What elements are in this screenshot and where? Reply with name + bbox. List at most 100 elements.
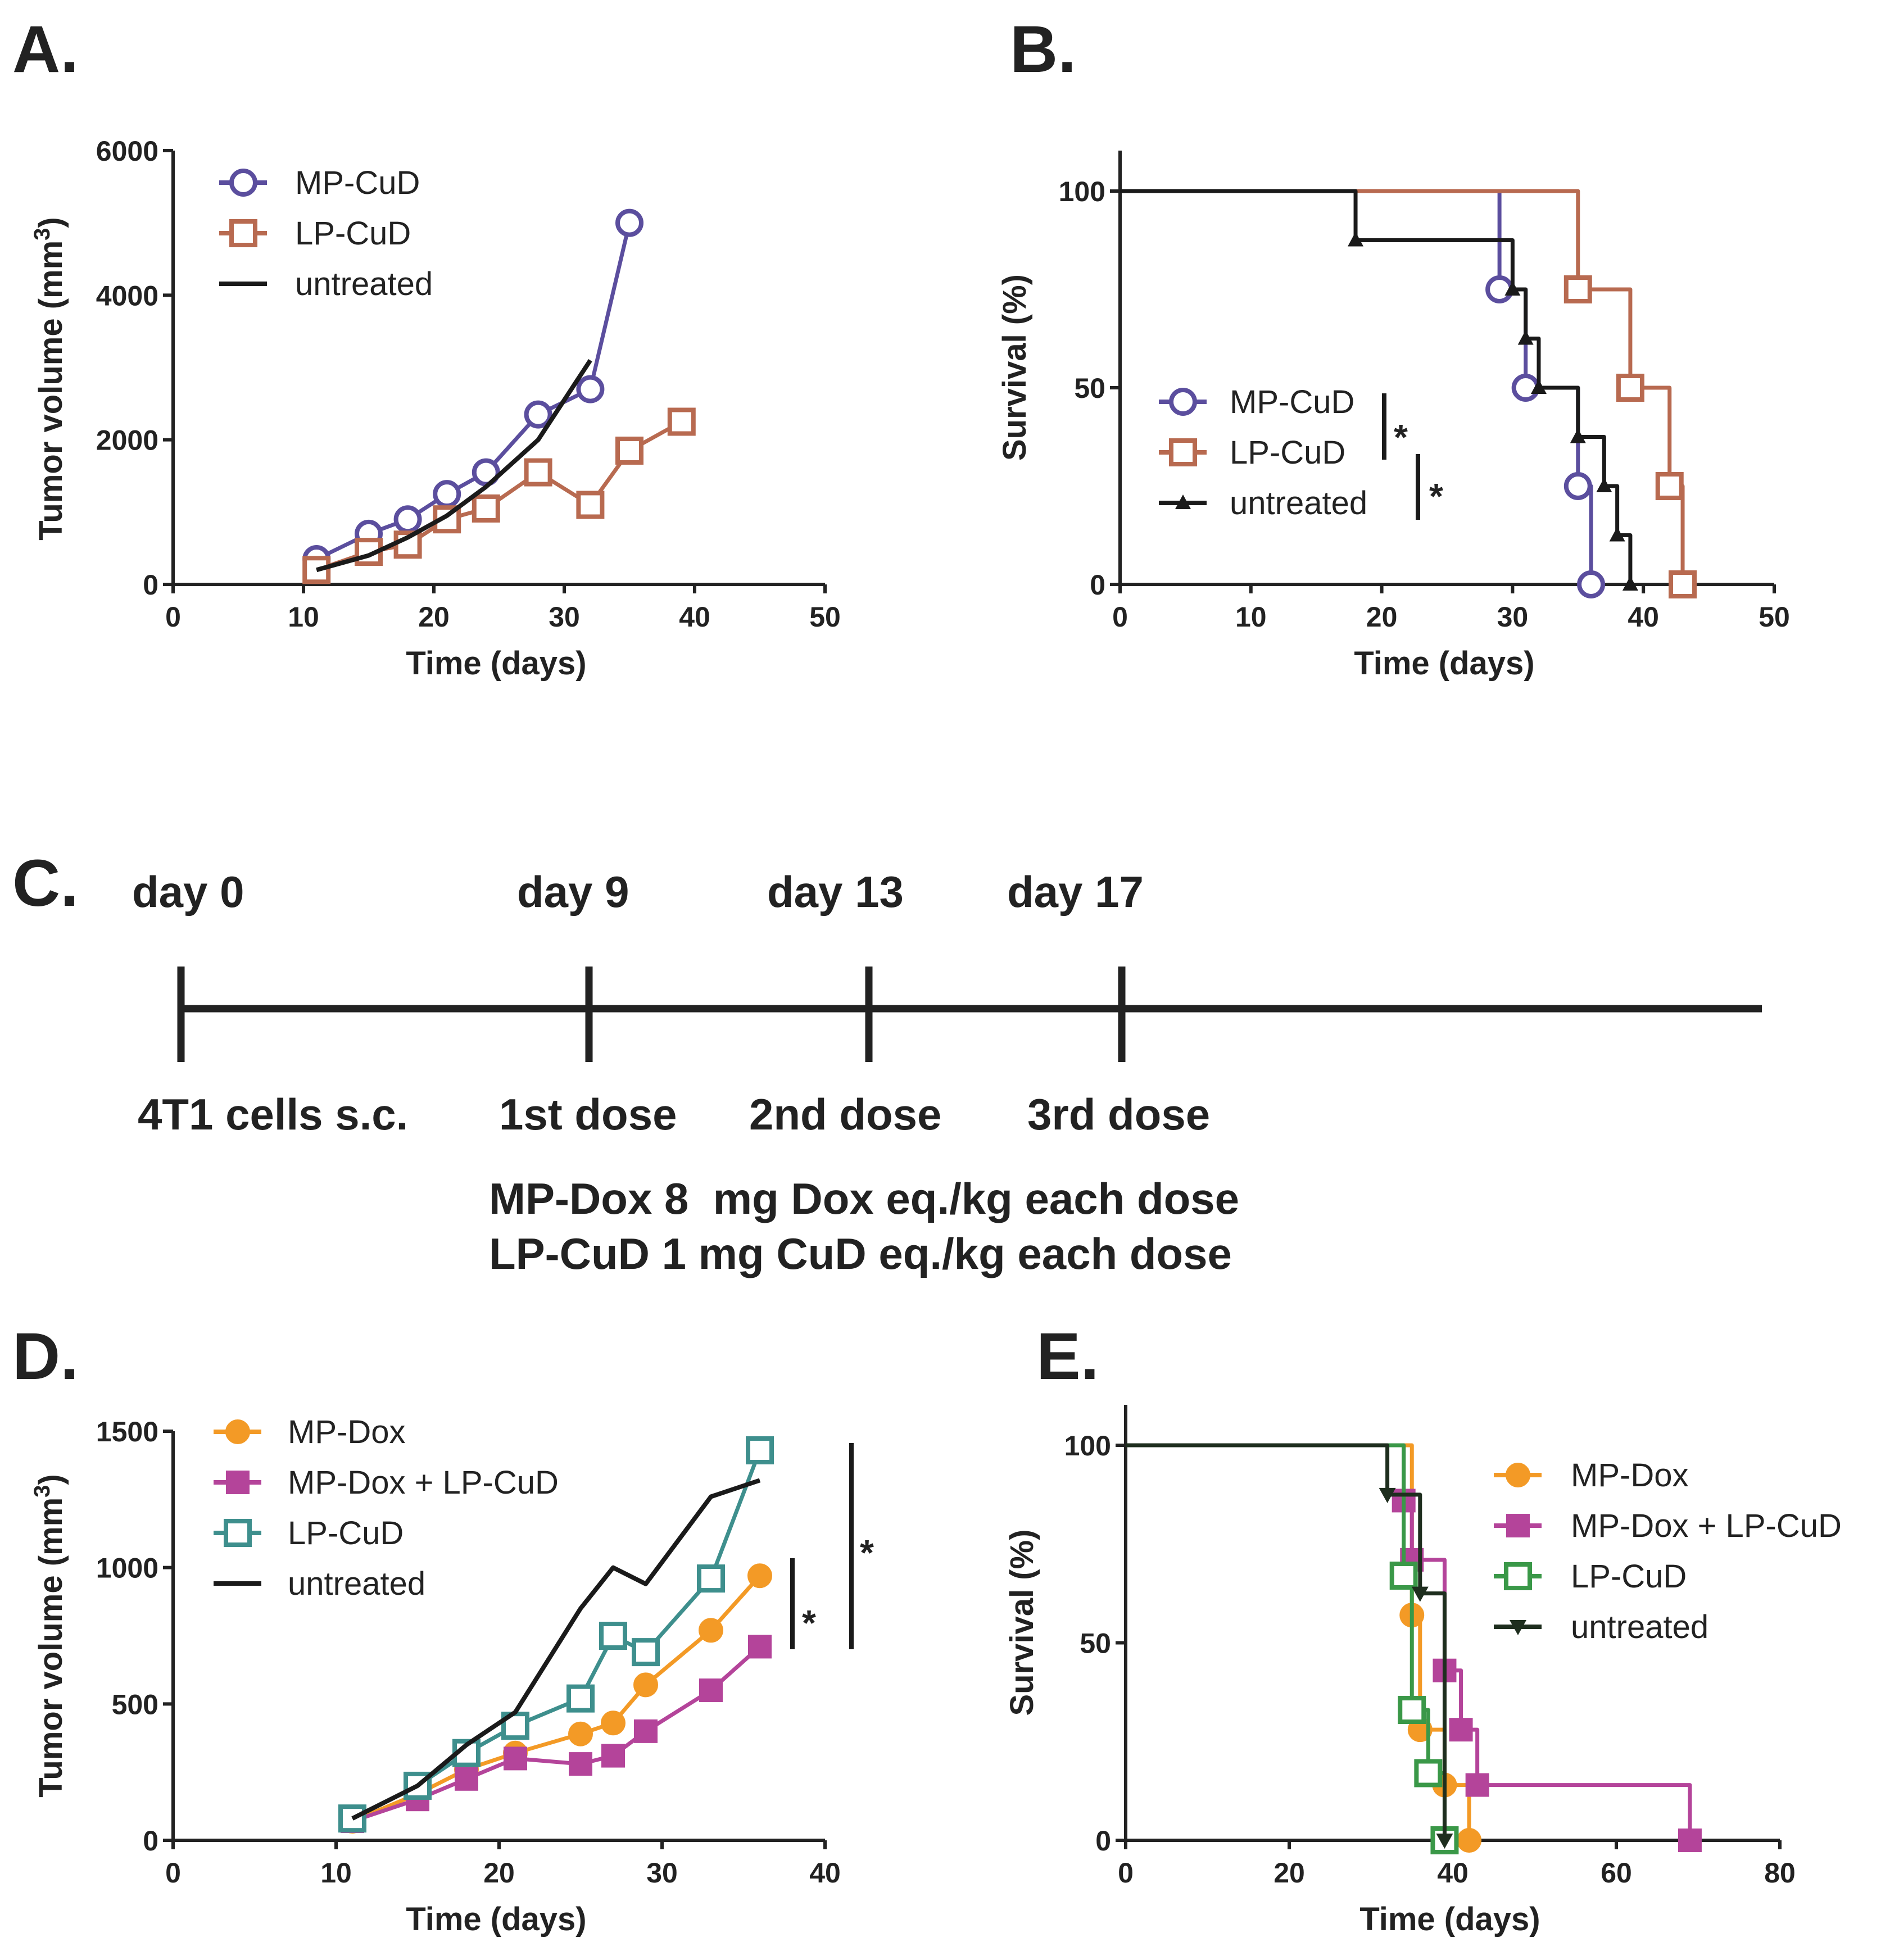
y-tick-label: 0 bbox=[1090, 569, 1105, 601]
data-point bbox=[1622, 576, 1638, 591]
timeline-day-17: day 17 bbox=[1007, 867, 1144, 917]
legend-item: untreated bbox=[219, 266, 433, 302]
x-tick-label: 0 bbox=[165, 1857, 181, 1889]
timeline-note-lp-cud: LP-CuD 1 mg CuD eq./kg each dose bbox=[489, 1229, 1232, 1278]
y-axis-title: Tumor volume (mm3) bbox=[30, 217, 69, 540]
x-tick-label: 50 bbox=[809, 601, 841, 633]
series-untreated bbox=[1120, 189, 1638, 591]
data-point bbox=[1570, 428, 1586, 443]
legend-label: MP-Dox + LP-CuD bbox=[1571, 1508, 1842, 1544]
data-point bbox=[697, 1564, 725, 1593]
timeline-day-9: day 9 bbox=[517, 867, 629, 917]
legend-item: MP-Dox + LP-CuD bbox=[214, 1464, 559, 1501]
legend-label: MP-CuD bbox=[1230, 384, 1354, 420]
y-tick-label: 2000 bbox=[96, 425, 158, 456]
legend-marker bbox=[1169, 438, 1197, 466]
legend-item: MP-CuD bbox=[219, 165, 420, 201]
timeline: day 0 day 9 day 13 day 17 4T1 cells s.c.… bbox=[132, 867, 1762, 1278]
data-point bbox=[338, 1804, 366, 1833]
legend-item: LP-CuD bbox=[219, 215, 411, 252]
significance-star: * bbox=[1429, 476, 1443, 516]
x-axis-title: Time (days) bbox=[1359, 1901, 1540, 1938]
legend-item: untreated bbox=[1159, 485, 1367, 521]
y-tick-label: 50 bbox=[1074, 373, 1105, 404]
data-point bbox=[433, 480, 461, 509]
y-tick-label: 1000 bbox=[96, 1553, 158, 1584]
legend-label: untreated bbox=[295, 266, 433, 302]
legend-item: LP-CuD bbox=[1494, 1558, 1687, 1595]
y-axis-title: Survival (%) bbox=[996, 274, 1033, 461]
x-tick-label: 60 bbox=[1601, 1857, 1632, 1889]
timeline-day-0: day 0 bbox=[132, 867, 244, 917]
data-point bbox=[632, 1638, 660, 1667]
panel-letter-b: B. bbox=[1010, 12, 1076, 87]
data-point bbox=[615, 208, 643, 237]
series-line bbox=[1120, 189, 1633, 584]
legend-marker bbox=[1506, 1463, 1530, 1487]
y-tick-label: 50 bbox=[1080, 1628, 1111, 1659]
legend-item: untreated bbox=[1494, 1609, 1708, 1645]
legend-marker bbox=[1169, 388, 1197, 416]
data-point bbox=[633, 1672, 658, 1698]
data-point bbox=[1655, 472, 1684, 500]
timeline-event-dose-1: 1st dose bbox=[499, 1090, 677, 1139]
data-point bbox=[1411, 1586, 1429, 1602]
y-tick-label: 500 bbox=[112, 1689, 158, 1720]
data-point bbox=[1504, 281, 1521, 296]
legend-label: LP-CuD bbox=[1571, 1558, 1687, 1595]
data-point bbox=[667, 407, 696, 436]
data-point bbox=[599, 1622, 627, 1650]
y-tick-label: 0 bbox=[143, 1825, 158, 1857]
series-line bbox=[1126, 1443, 1447, 1840]
data-point bbox=[746, 1436, 774, 1464]
legend-marker bbox=[1175, 494, 1191, 509]
chart-e: 0 20 40 60 80 0 50 100 Time (days) Survival (%) MP… bbox=[1004, 1405, 1842, 1938]
legend-marker bbox=[229, 219, 257, 247]
data-point bbox=[1414, 1759, 1443, 1787]
data-point bbox=[302, 556, 331, 584]
legend-item: untreated bbox=[214, 1566, 425, 1602]
data-point bbox=[699, 1618, 723, 1643]
data-point bbox=[601, 1711, 626, 1736]
data-point bbox=[1669, 570, 1697, 598]
timeline-event-dose-2: 2nd dose bbox=[749, 1090, 941, 1139]
y-axis-title: Survival (%) bbox=[1004, 1530, 1040, 1716]
data-point bbox=[699, 1678, 723, 1703]
x-tick-label: 80 bbox=[1764, 1857, 1796, 1889]
data-point bbox=[1609, 527, 1625, 542]
data-point bbox=[747, 1563, 772, 1589]
panel-letter-e: E. bbox=[1036, 1319, 1099, 1394]
x-tick-label: 20 bbox=[1366, 601, 1398, 633]
timeline-event-dose-3: 3rd dose bbox=[1027, 1090, 1210, 1139]
series-line bbox=[316, 359, 592, 573]
data-point bbox=[634, 1719, 658, 1743]
data-point bbox=[1348, 232, 1364, 247]
legend-marker bbox=[1504, 1562, 1532, 1590]
data-point bbox=[524, 458, 552, 487]
series-mp-dox-lp-cud bbox=[341, 1635, 772, 1834]
y-tick-label: 0 bbox=[1095, 1825, 1111, 1857]
legend-label: MP-CuD bbox=[295, 165, 420, 201]
legend-item: LP-CuD bbox=[214, 1515, 404, 1551]
x-tick-label: 10 bbox=[320, 1857, 352, 1889]
legend-marker bbox=[229, 169, 257, 197]
legend-label: MP-Dox + LP-CuD bbox=[288, 1464, 559, 1501]
significance-star: * bbox=[1394, 417, 1408, 457]
legend-marker bbox=[1510, 1620, 1526, 1635]
data-point bbox=[568, 1721, 593, 1746]
series-untreated bbox=[316, 359, 592, 573]
x-tick-label: 0 bbox=[165, 601, 181, 633]
data-point bbox=[1616, 374, 1644, 402]
data-point bbox=[1485, 275, 1514, 303]
data-point bbox=[1511, 374, 1540, 402]
data-point bbox=[1678, 1829, 1702, 1852]
x-tick-label: 0 bbox=[1112, 601, 1128, 633]
timeline-event-inoculation: 4T1 cells s.c. bbox=[138, 1090, 408, 1139]
chart-b: 0 10 20 30 40 50 0 50 100 Time (days) Survival (%)… bbox=[996, 151, 1790, 682]
x-tick-label: 20 bbox=[418, 601, 450, 633]
data-point bbox=[566, 1684, 595, 1713]
legend-label: MP-Dox bbox=[1571, 1457, 1688, 1494]
legend-label: untreated bbox=[288, 1566, 425, 1602]
data-point bbox=[576, 491, 605, 519]
